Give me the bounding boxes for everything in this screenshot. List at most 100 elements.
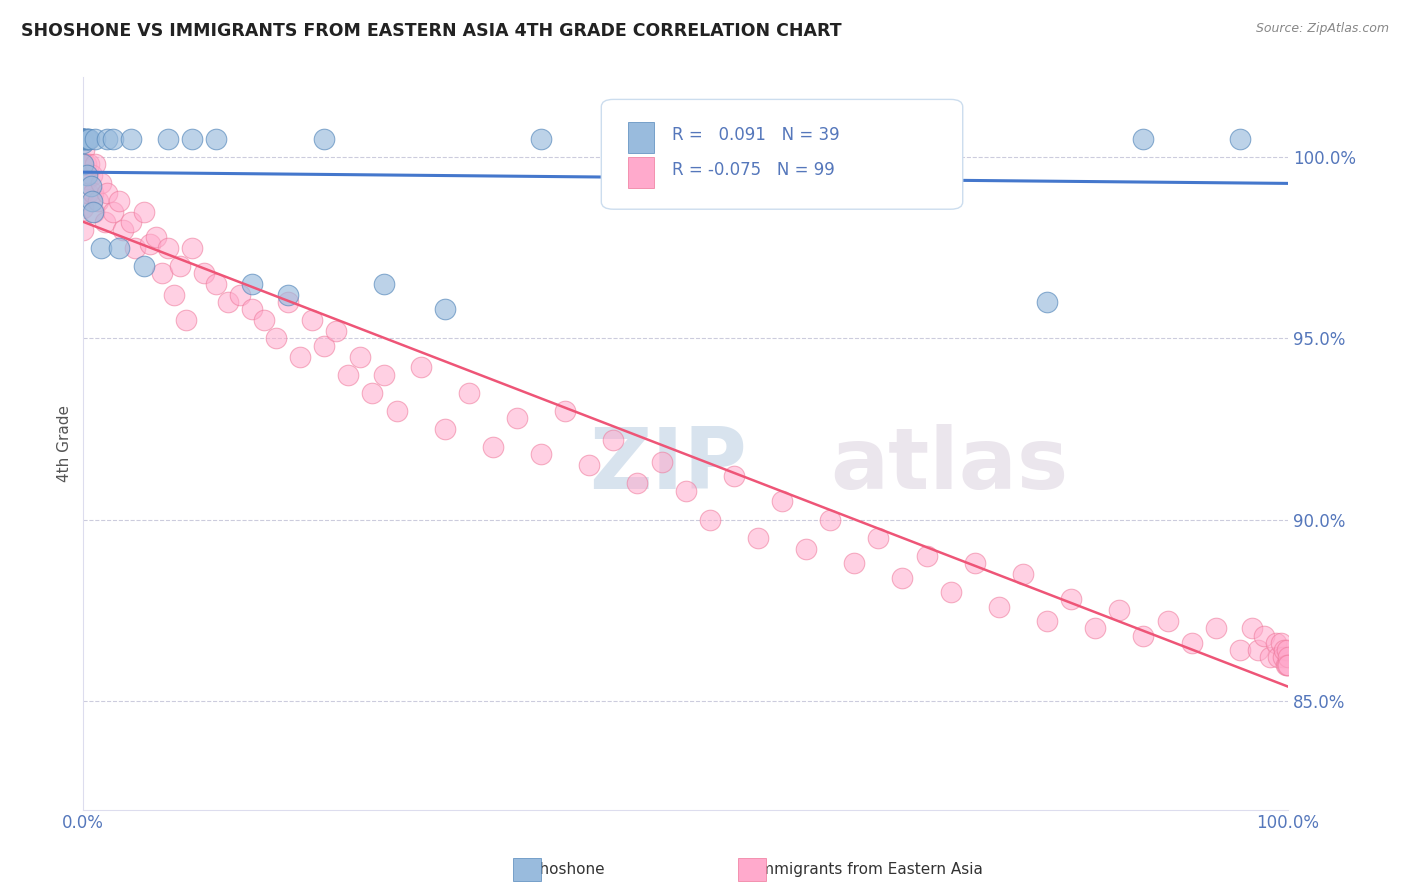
Point (132, 259, 155, 273)
Point (72, 132, 94, 146)
Point (1277, 657, 1299, 672)
Point (385, 404, 408, 418)
Point (264, 331, 287, 345)
Point (288, 350, 311, 364)
Point (770, 494, 793, 508)
Point (1036, 614, 1059, 628)
Point (82, 204, 104, 219)
Point (361, 385, 384, 400)
Point (939, 585, 962, 599)
Text: R =   0.091   N = 39: R = 0.091 N = 39 (672, 126, 839, 144)
Point (75, 157, 97, 171)
Point (314, 132, 336, 146)
Point (794, 541, 817, 556)
Point (72, 157, 94, 171)
Point (103, 132, 125, 146)
Point (108, 241, 131, 255)
Point (1274, 657, 1296, 672)
Point (301, 313, 323, 327)
Point (204, 132, 226, 146)
Point (96, 186, 118, 201)
Point (699, 513, 721, 527)
Point (90, 241, 112, 255)
Point (75, 132, 97, 146)
Point (76, 169, 98, 183)
Point (87, 194, 110, 208)
Text: Immigrants from Eastern Asia: Immigrants from Eastern Asia (745, 863, 983, 877)
Point (277, 295, 299, 310)
Point (651, 455, 673, 469)
Point (76, 132, 98, 146)
Point (156, 241, 179, 255)
Point (409, 360, 432, 375)
Point (1253, 629, 1275, 643)
Point (1247, 643, 1270, 657)
Point (675, 483, 697, 498)
Point (77, 132, 100, 146)
Point (844, 556, 866, 570)
Y-axis label: 4th Grade: 4th Grade (58, 405, 72, 482)
Point (1240, 621, 1263, 635)
Point (79, 132, 101, 146)
Text: ZIP: ZIP (589, 424, 747, 507)
Point (76, 172, 98, 186)
Point (84, 132, 107, 146)
Point (132, 204, 155, 219)
Point (723, 469, 745, 483)
Point (506, 411, 529, 425)
Point (163, 288, 186, 302)
Point (79, 157, 101, 171)
Point (112, 222, 135, 236)
Point (72, 132, 94, 146)
Point (1275, 643, 1298, 657)
Point (156, 132, 179, 146)
Point (868, 531, 890, 545)
Point (337, 368, 360, 382)
Point (1132, 629, 1154, 643)
Point (1270, 636, 1292, 650)
Point (1012, 566, 1035, 581)
Point (1229, 132, 1251, 146)
Point (72, 132, 94, 146)
Point (373, 277, 395, 291)
Point (217, 295, 239, 310)
Point (72, 222, 94, 236)
Point (277, 288, 299, 302)
Point (108, 194, 131, 208)
Point (1156, 614, 1178, 628)
Point (121, 132, 143, 146)
Text: Source: ZipAtlas.com: Source: ZipAtlas.com (1256, 22, 1389, 36)
Point (72, 132, 94, 146)
Point (1277, 657, 1299, 672)
Point (626, 476, 648, 491)
Point (80, 194, 103, 208)
Point (530, 447, 553, 461)
Point (457, 385, 479, 400)
Point (1181, 636, 1204, 650)
Point (169, 259, 191, 273)
Point (84, 157, 107, 171)
FancyBboxPatch shape (602, 99, 963, 210)
Point (79, 179, 101, 194)
Point (80, 169, 103, 183)
Point (150, 266, 173, 280)
Point (314, 338, 336, 352)
Point (72, 172, 94, 186)
Point (1060, 592, 1083, 607)
Point (325, 324, 347, 338)
Point (1267, 650, 1289, 665)
Point (1272, 650, 1295, 665)
Point (253, 313, 276, 327)
Point (349, 350, 371, 364)
Point (229, 288, 252, 302)
Point (987, 599, 1010, 614)
Point (554, 404, 576, 418)
Point (73, 143, 96, 157)
Point (530, 132, 553, 146)
Point (204, 277, 226, 291)
Point (240, 302, 263, 317)
Text: R = -0.075   N = 99: R = -0.075 N = 99 (672, 161, 835, 178)
Point (103, 204, 125, 219)
Point (963, 556, 986, 570)
Point (121, 215, 143, 229)
